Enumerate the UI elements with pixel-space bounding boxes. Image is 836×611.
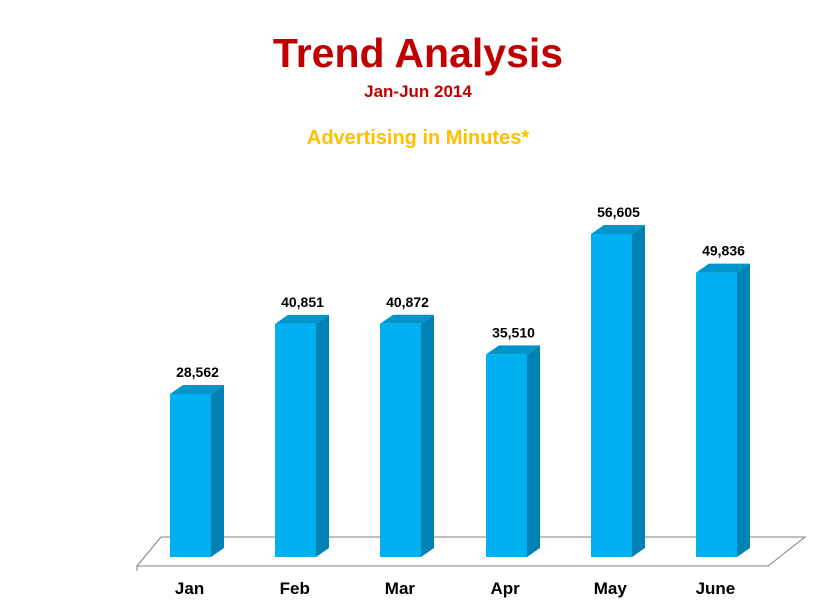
data-label: 40,851	[281, 294, 324, 310]
data-label: 35,510	[492, 324, 535, 340]
data-label: 49,836	[702, 243, 745, 259]
bar-side	[632, 225, 645, 557]
bar-top	[486, 345, 540, 355]
data-labels-group: 28,562 40,851 40,872 35,510 56,605 49,836	[176, 204, 745, 380]
bar-front	[696, 272, 737, 557]
bar-top	[170, 385, 224, 395]
bar-top	[696, 263, 750, 273]
bar-front	[591, 234, 632, 557]
bar-front	[380, 323, 421, 557]
bar-front	[275, 323, 316, 557]
data-label: 40,872	[386, 294, 429, 310]
bar-feb	[275, 314, 329, 557]
bar-top	[591, 225, 645, 234]
bar-side	[211, 385, 224, 557]
x-tick-label: Apr	[490, 579, 520, 598]
chart-subtitle: Jan-Jun 2014	[364, 82, 472, 101]
bar-may	[591, 225, 645, 557]
x-tick-label: Jan	[175, 579, 204, 598]
bar-apr	[486, 345, 540, 557]
bar-jan	[170, 385, 224, 557]
bar-side	[527, 345, 540, 557]
data-label: 28,562	[176, 364, 219, 380]
tick-labels-group: Jan Feb Mar Apr May June	[175, 579, 735, 598]
bar-front	[170, 394, 211, 557]
x-tick-label: Mar	[385, 579, 416, 598]
bar-top	[275, 314, 329, 324]
bar-front	[486, 354, 527, 557]
x-tick-label: June	[696, 579, 736, 598]
bar-side	[737, 263, 750, 557]
bar-side	[421, 314, 434, 557]
bars-group	[170, 225, 750, 557]
x-tick-label: May	[594, 579, 628, 598]
bar-top	[380, 314, 434, 324]
data-label: 56,605	[597, 204, 640, 220]
chart-title: Trend Analysis	[272, 30, 564, 76]
bar-mar	[380, 314, 434, 557]
chart-heading: Advertising in Minutes*	[306, 127, 530, 149]
bar-side	[316, 314, 329, 557]
bar-june	[696, 263, 750, 557]
x-tick-label: Feb	[280, 579, 310, 598]
